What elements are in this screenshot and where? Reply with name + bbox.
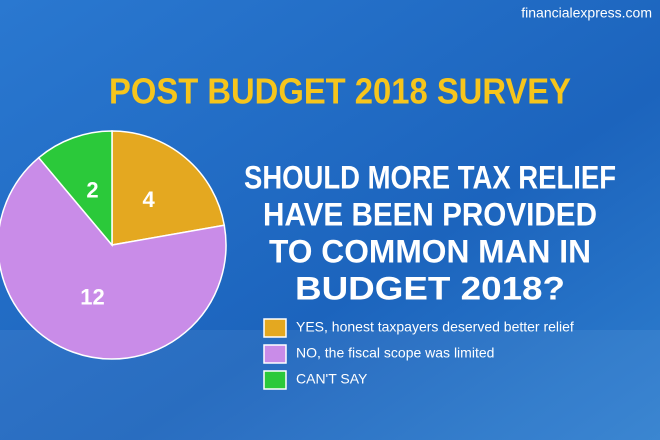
- pie: 4 12 2: [0, 130, 227, 360]
- legend-swatch: [263, 344, 287, 364]
- subtitle-line: HAVE BEEN PROVIDED: [263, 196, 597, 232]
- chart-title: POST BUDGET 2018 SURVEY: [109, 71, 571, 112]
- subtitle-line: TO COMMON MAN IN: [269, 233, 591, 269]
- source: financialexpress.com: [521, 5, 652, 21]
- legend-label: NO, the fiscal scope was limited: [296, 345, 494, 361]
- legend-label: YES, honest taxpayers deserved better re…: [296, 319, 574, 335]
- pie-slice: [0, 156, 227, 360]
- subtitle-line: SHOULD MORE TAX RELIEF: [244, 159, 616, 195]
- pie-slice: [37, 130, 113, 248]
- legend-swatch: [263, 318, 287, 338]
- subtitle-line: BUDGET 2018?: [295, 270, 565, 306]
- data-label: 2: [86, 177, 98, 202]
- legend-label: CAN'T SAY: [296, 371, 368, 387]
- data-label: 12: [80, 284, 104, 309]
- data-label: 4: [143, 187, 156, 212]
- legend: YES, honest taxpayers deserved better re…: [263, 318, 574, 390]
- pie-slice: [111, 130, 226, 246]
- legend-swatch: [263, 370, 287, 390]
